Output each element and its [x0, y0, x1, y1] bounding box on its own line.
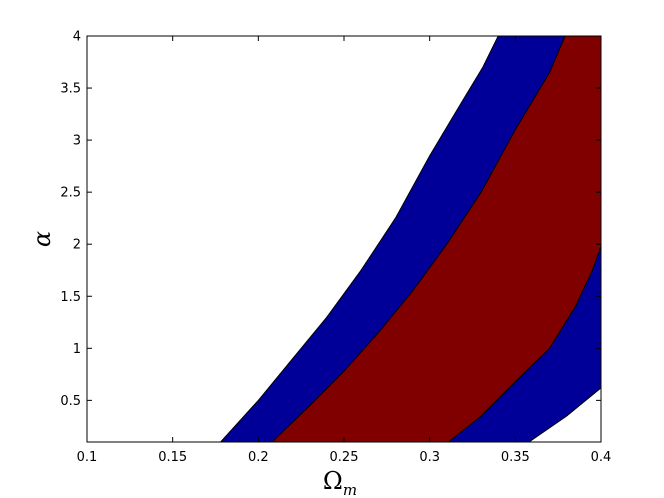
x-tick-label: 0.4 [591, 450, 612, 465]
y-tick-label: 3 [73, 134, 81, 149]
x-tick-label: 0.1 [77, 450, 98, 465]
x-tick-label: 0.3 [419, 450, 440, 465]
y-tick-label: 1.5 [60, 290, 81, 305]
x-tick-label: 0.35 [501, 450, 530, 465]
y-tick-label: 3.5 [60, 82, 81, 97]
x-tick-label: 0.2 [248, 450, 269, 465]
confidence-bands [219, 35, 602, 443]
x-axis-ticks: 0.1 0.15 0.2 0.25 0.3 0.35 0.4 [77, 36, 612, 465]
y-tick-label: 2 [73, 238, 81, 253]
y-tick-label: 2.5 [60, 186, 81, 201]
x-tick-label: 0.25 [330, 450, 359, 465]
y-tick-label: 0.5 [60, 394, 81, 409]
y-tick-label: 4 [73, 30, 81, 45]
y-tick-label: 1 [73, 342, 81, 357]
y-axis-ticks: 0.5 1 1.5 2 2.5 3 3.5 4 [60, 30, 601, 409]
x-tick-label: 0.15 [158, 450, 187, 465]
x-axis-label: Ωm [323, 467, 357, 498]
y-axis-label: α [28, 231, 56, 247]
